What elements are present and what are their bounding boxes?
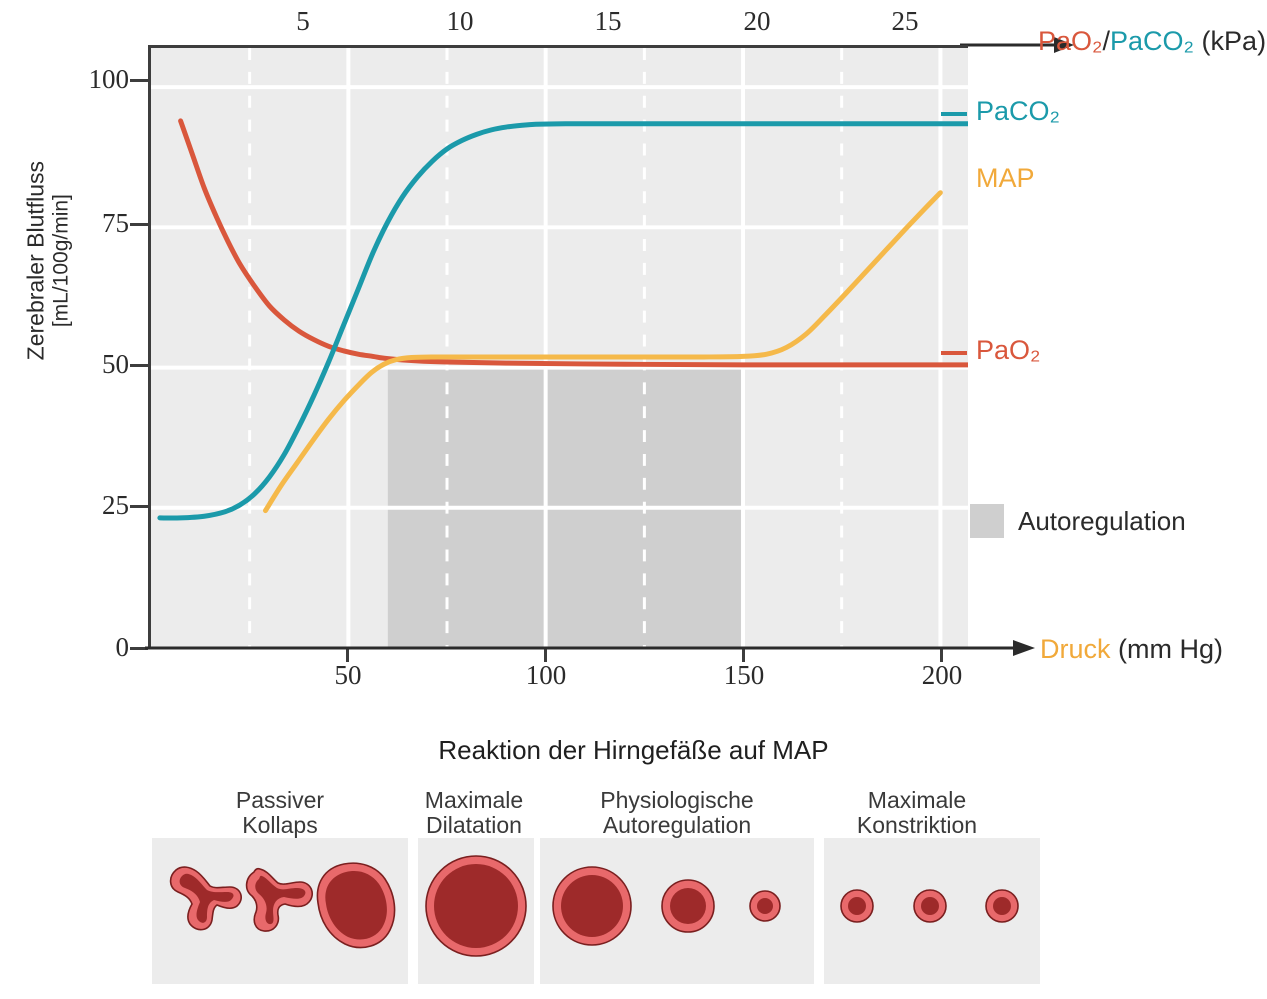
vessel-caption-line2: Konstriktion — [856, 811, 978, 838]
legend-label-paco2: PaCO₂ — [976, 96, 1061, 126]
series-curve-pao2 — [178, 118, 968, 368]
vessel-constricted-1-lumen — [848, 897, 866, 915]
vessel-caption-line2: Autoregulation — [602, 811, 752, 838]
legend-label-pao2: PaO₂ — [976, 335, 1041, 365]
y-tick-mark-50 — [130, 364, 148, 367]
bottom-axis-title: Druck (mm Hg) — [1040, 634, 1223, 665]
legend-label-map: MAP — [976, 163, 1035, 193]
vessel-caption-line1: Maximale — [867, 787, 967, 813]
vessel-caption-line1: Physiologische — [600, 787, 754, 813]
vessel-shapes-max-dilation — [425, 855, 527, 957]
bottom-axis-title-druck: Druck — [1040, 634, 1111, 664]
vessel-caption-line2: Dilatation — [426, 811, 522, 838]
vessel-constricted-3-lumen — [993, 897, 1011, 915]
x-tick-top-15: 15 — [594, 6, 622, 36]
x-tick-mark-bot-50 — [346, 648, 349, 662]
y-tick-mark-75 — [130, 223, 148, 226]
series-curve-paco2 — [157, 121, 968, 521]
vessel-dilated-lumen — [434, 864, 518, 948]
vessel-shapes-physiologic-autoregulation — [552, 866, 781, 946]
x-tick-top-20: 20 — [743, 6, 771, 36]
vessel-section-title: Reaktion der Hirngefäße auf MAP — [438, 735, 829, 765]
vessel-constricted-2-lumen — [921, 897, 939, 915]
y-axis-title-line1: Zerebraler Blutfluss — [22, 160, 49, 361]
vessel-collapsed-3-lumen — [325, 871, 387, 940]
x-tick-mark-bot-100 — [544, 648, 547, 662]
top-axis-arrow — [960, 37, 1074, 53]
y-tick-50: 50 — [102, 349, 129, 379]
vessel-collapsed-1-lumen — [179, 873, 234, 923]
plot-area — [148, 45, 968, 648]
x-tick-mark-bot-200 — [940, 648, 943, 662]
vessel-caption-physiologic-autoregulation: Physiologische Autoregulation — [540, 788, 814, 838]
x-tick-bot-150: 150 — [723, 660, 765, 690]
top-axis-title-unit: (kPa) — [1194, 26, 1267, 56]
x-tick-bot-100: 100 — [525, 660, 567, 690]
top-axis-title-paco2: PaCO₂ — [1110, 26, 1195, 56]
y-tick-0: 0 — [115, 632, 130, 662]
y-axis-title: Zerebraler Blutfluss [mL/100g/min] — [22, 101, 73, 421]
vessel-auto-1-lumen — [561, 875, 623, 937]
y-tick-75: 75 — [102, 208, 129, 238]
cerebral-blood-flow-chart: 5 10 15 20 25 PaO₂/PaCO₂ (kPa) 100 75 50… — [22, 6, 1266, 690]
series-curve-map — [262, 190, 943, 514]
vessel-response-section: Reaktion der Hirngefäße auf MAP Passiver… — [0, 710, 1267, 999]
y-tick-mark-100 — [130, 79, 148, 82]
vessel-caption-line1: Maximale — [424, 787, 524, 813]
vessel-caption-max-dilation: Maximale Dilatation — [418, 788, 530, 838]
bottom-axis-title-unit: (mm Hg) — [1110, 634, 1223, 664]
vessel-auto-2-lumen — [670, 888, 706, 924]
vessel-collapsed-2-lumen — [255, 875, 306, 925]
vessel-caption-max-constriction: Maximale Konstriktion — [824, 788, 1010, 838]
y-tick-25: 25 — [102, 490, 129, 520]
x-tick-top-25: 25 — [891, 6, 919, 36]
y-tick-mark-25 — [130, 505, 148, 508]
top-axis-title-slash: / — [1102, 26, 1111, 56]
x-tick-mark-bot-150 — [742, 648, 745, 662]
y-tick-mark-0 — [130, 647, 148, 650]
vessel-panel-physiologic-autoregulation — [540, 838, 814, 984]
vessel-panel-max-constriction — [824, 838, 1040, 984]
bottom-axis-line — [145, 640, 1035, 656]
x-tick-bot-200: 200 — [921, 660, 963, 690]
top-axis-title: PaO₂/PaCO₂ (kPa) — [1038, 26, 1266, 57]
vessel-auto-3-lumen — [757, 898, 773, 914]
top-axis-title-pao2: PaO₂ — [1038, 26, 1103, 56]
vessel-caption-passive-collapse: Passiver Kollaps — [152, 788, 408, 838]
vessel-caption-line1: Passiver — [235, 787, 325, 813]
x-tick-top-5: 5 — [296, 6, 310, 36]
vessel-shapes-max-constriction — [840, 889, 1019, 923]
plot-canvas — [151, 48, 968, 648]
legend-line-paco2 — [941, 112, 967, 116]
vessel-caption-line2: Kollaps — [242, 811, 318, 838]
y-axis-title-line2: [mL/100g/min] — [49, 194, 73, 328]
x-tick-top-10: 10 — [446, 6, 474, 36]
x-tick-bot-50: 50 — [334, 660, 362, 690]
vessel-shapes-passive-collapse — [169, 862, 396, 949]
vessel-collapsed-2-wall — [245, 867, 313, 932]
y-tick-100: 100 — [88, 64, 130, 94]
legend-label-autoregulation: Autoregulation — [1018, 506, 1186, 536]
vessel-panel-passive-collapse — [152, 838, 408, 984]
legend-swatch-autoregulation — [970, 504, 1004, 538]
legend-line-pao2 — [941, 351, 967, 355]
vessel-panel-max-dilation — [418, 838, 534, 984]
